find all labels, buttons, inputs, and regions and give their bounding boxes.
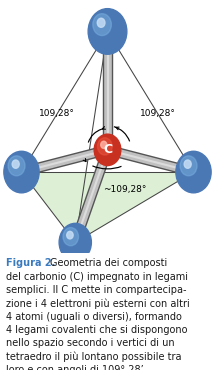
Circle shape bbox=[97, 138, 112, 155]
Text: 109,28°: 109,28° bbox=[140, 109, 176, 118]
Circle shape bbox=[59, 223, 91, 261]
Text: Figura 2.: Figura 2. bbox=[6, 258, 56, 268]
Circle shape bbox=[184, 160, 191, 168]
Circle shape bbox=[67, 231, 73, 239]
Circle shape bbox=[97, 18, 105, 27]
Circle shape bbox=[176, 151, 211, 193]
Text: Geometria dei composti: Geometria dei composti bbox=[50, 258, 167, 268]
Circle shape bbox=[8, 156, 25, 176]
Circle shape bbox=[94, 134, 121, 165]
Text: C: C bbox=[103, 143, 112, 157]
Circle shape bbox=[101, 141, 107, 148]
Circle shape bbox=[93, 14, 111, 36]
Circle shape bbox=[63, 228, 78, 246]
Text: 109,28°: 109,28° bbox=[39, 109, 75, 118]
Polygon shape bbox=[22, 172, 194, 242]
Text: ~109,28°: ~109,28° bbox=[103, 185, 146, 194]
Circle shape bbox=[88, 9, 127, 54]
Circle shape bbox=[180, 156, 197, 176]
Circle shape bbox=[4, 151, 39, 193]
Circle shape bbox=[12, 160, 19, 168]
Text: del carbonio (C) impegnato in legami
semplici. Il C mette in compartecipa-
zione: del carbonio (C) impegnato in legami sem… bbox=[6, 272, 190, 370]
